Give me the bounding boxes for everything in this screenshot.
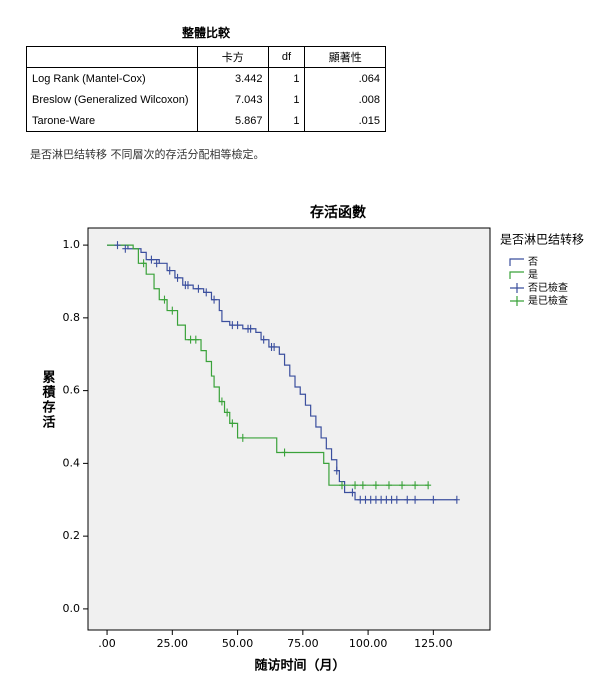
censor-mark xyxy=(393,495,400,504)
table-footnote: 是否淋巴结转移 不同層次的存活分配相等檢定。 xyxy=(30,148,265,161)
censor-mark xyxy=(453,495,460,504)
y-tick-label: 0.4 xyxy=(63,456,81,469)
censor-mark xyxy=(187,335,194,344)
header-row: 卡方 df 顯著性 xyxy=(26,46,386,68)
censor-mark xyxy=(161,295,168,304)
censor-mark xyxy=(169,306,176,315)
x-tick-label: 125.00 xyxy=(414,637,453,650)
header-cell: 顯著性 xyxy=(304,46,386,68)
censor-mark xyxy=(404,495,411,504)
table-cell: .064 xyxy=(304,67,386,89)
y-tick-label: 0.6 xyxy=(63,384,81,397)
table-row: Breslow (Generalized Wilcoxon) 7.043 1.008 xyxy=(26,89,386,110)
table-cell: 5.867 xyxy=(197,110,269,132)
legend-label: 是已檢查 xyxy=(528,294,568,307)
legend-label: 是 xyxy=(528,269,538,281)
censor-mark xyxy=(192,335,199,344)
legend-swatch xyxy=(509,271,524,279)
y-tick-label: 0.2 xyxy=(63,529,81,542)
censor-mark xyxy=(153,259,160,268)
censor-mark xyxy=(122,244,129,253)
censor-mark xyxy=(388,495,395,504)
legend-swatch xyxy=(510,296,524,306)
y-tick-label: 0.0 xyxy=(63,602,81,615)
x-tick-label: 100.00 xyxy=(349,637,388,650)
table-cell: .008 xyxy=(304,89,386,110)
x-tick-label: 25.00 xyxy=(157,637,189,650)
x-tick-label: 75.00 xyxy=(287,637,319,650)
table-row: Log Rank (Mantel-Cox) 3.442 1.064 xyxy=(26,67,386,89)
censor-mark xyxy=(229,321,236,330)
censor-mark xyxy=(352,481,359,490)
plot-area xyxy=(87,227,491,631)
censor-mark xyxy=(359,481,366,490)
censor-mark xyxy=(367,495,374,504)
censor-mark xyxy=(333,466,340,475)
censor-mark xyxy=(362,495,369,504)
censor-mark xyxy=(148,255,155,264)
chart-title: 存活函數 xyxy=(310,204,366,221)
censor-mark xyxy=(224,408,231,417)
x-axis-label: 随访时间（月） xyxy=(254,658,345,674)
table-row: Tarone-Ware 5.867 1.015 xyxy=(26,110,386,132)
censor-mark xyxy=(357,495,364,504)
table-cell: Tarone-Ware xyxy=(26,110,198,132)
censor-mark xyxy=(184,281,191,290)
censor-mark xyxy=(166,266,173,275)
legend-swatch xyxy=(510,283,524,293)
censor-mark xyxy=(399,481,406,490)
censor-mark xyxy=(195,284,202,293)
legend-title: 是否淋巴结转移 xyxy=(500,232,584,247)
header-cell: df xyxy=(267,46,306,68)
censor-mark xyxy=(114,241,121,250)
y-tick-label: 0.8 xyxy=(63,311,81,324)
censor-mark xyxy=(412,481,419,490)
table-cell: 1 xyxy=(267,89,306,110)
censor-mark xyxy=(349,488,356,497)
censor-mark xyxy=(372,481,379,490)
censor-mark xyxy=(247,324,254,333)
censor-mark xyxy=(239,433,246,442)
x-tick-label: 50.00 xyxy=(222,637,254,650)
censor-mark xyxy=(218,397,225,406)
survival-line xyxy=(107,244,429,486)
x-tick-label: .00 xyxy=(98,637,116,650)
y-axis-label: 累積存活 xyxy=(40,369,57,430)
censor-mark xyxy=(229,419,236,428)
table-cell: 1 xyxy=(267,67,306,89)
censor-mark xyxy=(211,295,218,304)
censor-mark xyxy=(378,495,385,504)
censor-mark xyxy=(203,288,210,297)
table-cell: 7.043 xyxy=(197,89,269,110)
censor-mark xyxy=(271,342,278,351)
y-tick-label: 1.0 xyxy=(63,238,81,251)
table-cell: Log Rank (Mantel-Cox) xyxy=(26,67,198,89)
table-cell: .015 xyxy=(304,110,386,132)
censor-mark xyxy=(174,273,181,282)
censor-mark xyxy=(372,495,379,504)
censor-mark xyxy=(385,481,392,490)
censor-mark xyxy=(425,481,432,490)
censor-mark xyxy=(383,495,390,504)
legend-label: 否 xyxy=(528,256,538,268)
table-cell: 1 xyxy=(267,110,306,132)
censor-mark xyxy=(430,495,437,504)
header-cell xyxy=(26,46,198,68)
censor-mark xyxy=(412,495,419,504)
censor-mark xyxy=(140,259,147,268)
censor-mark xyxy=(260,335,267,344)
table-cell: Breslow (Generalized Wilcoxon) xyxy=(26,89,198,110)
legend-label: 否已檢查 xyxy=(528,281,568,294)
censor-mark xyxy=(234,321,241,330)
censor-mark xyxy=(338,481,345,490)
censor-mark xyxy=(281,448,288,457)
stats-table: 卡方 df 顯著性 Log Rank (Mantel-Cox) 3.442 1.064 Br… xyxy=(26,46,386,132)
table-title: 整體比較 xyxy=(181,26,230,40)
legend-swatch xyxy=(509,258,524,266)
